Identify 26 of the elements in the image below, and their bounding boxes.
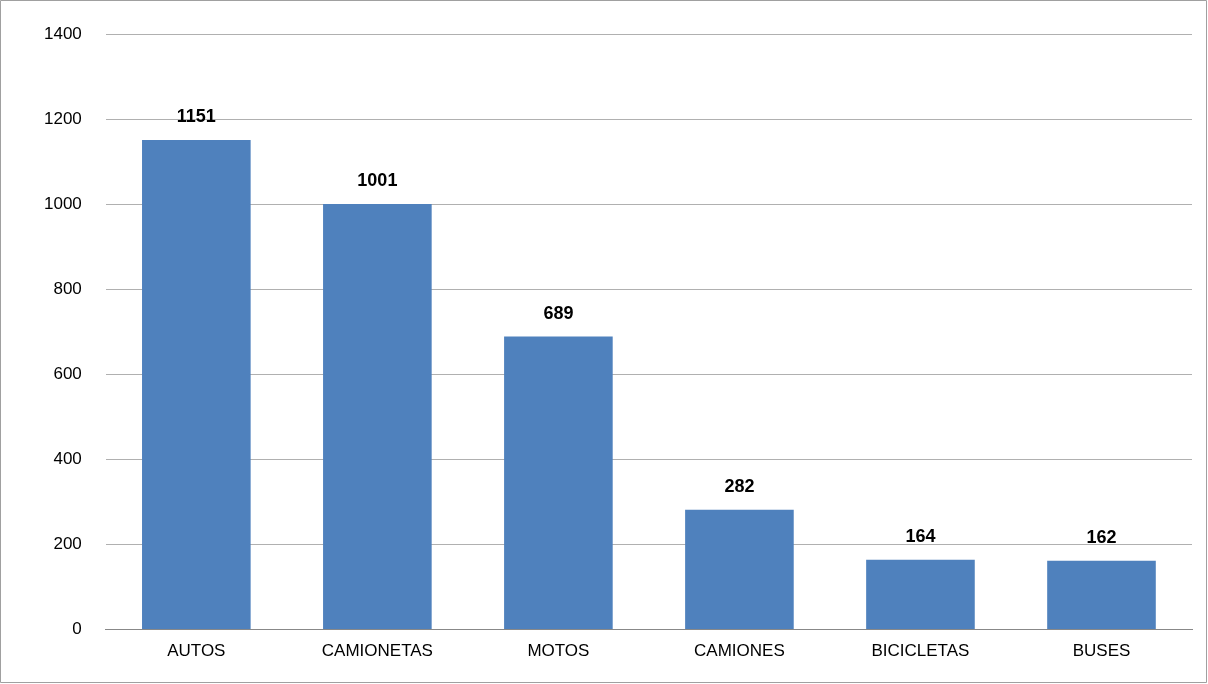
data-label: 164: [905, 525, 936, 546]
data-label: 282: [724, 475, 755, 496]
bar: [866, 559, 975, 630]
data-label: 162: [1086, 526, 1117, 547]
x-tick-label: CAMIONES: [694, 641, 785, 661]
y-tick-label: 0: [72, 619, 82, 639]
bar: [504, 336, 613, 630]
bar: [323, 203, 432, 630]
x-tick-label: CAMIONETAS: [321, 641, 433, 661]
y-tick-label: 600: [53, 364, 82, 384]
x-tick-label: BICICLETAS: [871, 641, 970, 661]
data-label: 1151: [176, 106, 216, 127]
y-tick-label: 1400: [43, 23, 82, 43]
y-tick-label: 1000: [43, 194, 82, 213]
y-tick-label: 400: [53, 449, 82, 469]
y-tick-label: 200: [53, 534, 82, 554]
x-tick-label: BUSES: [1072, 641, 1131, 661]
y-tick-label: 800: [53, 279, 82, 299]
bar: [1047, 560, 1156, 630]
y-tick-label: 1200: [43, 108, 82, 128]
x-tick-label: AUTOS: [167, 641, 226, 661]
x-tick-label: MOTOS: [527, 641, 590, 661]
data-label: 1001: [357, 169, 398, 190]
bar: [142, 140, 251, 630]
data-label: 689: [543, 302, 574, 323]
bar: [685, 509, 794, 630]
